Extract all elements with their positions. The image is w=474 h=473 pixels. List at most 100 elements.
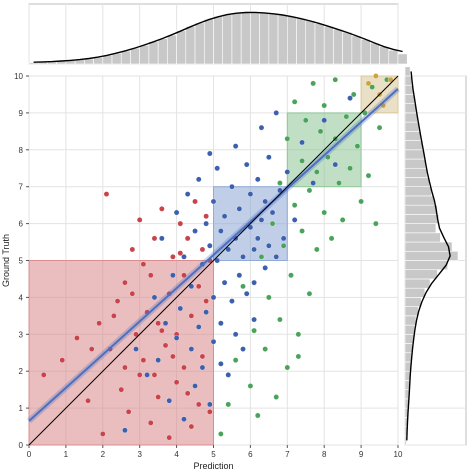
data-point-blue — [280, 235, 287, 242]
data-point-red — [85, 397, 91, 404]
right-histogram-bar — [404, 297, 422, 307]
data-point-red — [203, 298, 209, 304]
y-tick-label: 1 — [19, 404, 24, 413]
data-point-red — [199, 246, 206, 253]
data-point-blue — [258, 124, 265, 131]
data-point-red — [177, 250, 184, 256]
right-histogram-bar — [404, 195, 435, 206]
data-point-green — [373, 220, 379, 227]
data-point-blue — [199, 364, 206, 371]
data-point-red — [195, 401, 202, 408]
top-histogram-bar — [379, 46, 390, 65]
data-point-gold — [387, 76, 394, 83]
top-histogram-bar — [397, 53, 408, 65]
y-tick-label: 8 — [19, 146, 24, 155]
right-histogram-bar — [404, 380, 410, 390]
data-point-green — [343, 113, 350, 120]
y-tick-label: 3 — [19, 330, 24, 339]
data-point-green — [314, 169, 320, 175]
data-point-blue — [214, 165, 220, 171]
data-point-blue — [310, 180, 316, 186]
data-point-blue — [225, 372, 232, 378]
data-point-blue — [255, 176, 261, 183]
data-point-green — [262, 346, 268, 352]
data-point-red — [199, 353, 206, 360]
top-histogram-bar — [240, 11, 251, 65]
right-histogram-bar — [404, 287, 426, 298]
data-point-blue — [266, 242, 272, 249]
data-point-blue — [155, 357, 161, 363]
data-point-blue — [133, 346, 139, 352]
data-point-blue — [162, 320, 169, 326]
x-axis-label: Prediction — [193, 461, 233, 471]
data-point-blue — [247, 224, 254, 231]
data-point-green — [358, 198, 364, 205]
data-point-red — [207, 409, 213, 415]
data-point-green — [280, 242, 287, 249]
top-histogram-bar — [194, 22, 205, 65]
data-point-red — [125, 409, 132, 415]
data-point-blue — [192, 228, 198, 234]
data-point-blue — [269, 209, 276, 216]
top-histogram-bar — [139, 44, 150, 65]
data-point-green — [354, 143, 361, 149]
data-point-red — [151, 235, 158, 242]
data-point-red — [136, 217, 143, 223]
right-histogram-bar — [404, 223, 437, 234]
right-histogram-bar — [404, 315, 417, 326]
data-point-red — [159, 327, 165, 334]
top-histogram-bar — [277, 14, 288, 65]
right-histogram-bar — [404, 84, 414, 95]
top-histogram-bar — [231, 12, 242, 65]
data-point-green — [362, 110, 368, 116]
data-point-green — [218, 431, 224, 437]
x-tick-label: 1 — [64, 450, 69, 459]
y-axis-ticks: 0 1 2 3 4 5 6 7 8 9 10 — [14, 72, 29, 450]
data-point-red — [140, 261, 147, 267]
right-kde-curve — [406, 71, 451, 441]
data-point-red — [88, 346, 95, 352]
data-point-blue — [251, 316, 257, 323]
right-histogram-bar — [404, 214, 440, 224]
data-point-red — [184, 390, 191, 397]
data-point-blue — [347, 95, 353, 101]
data-point-blue — [273, 110, 279, 116]
data-point-blue — [221, 213, 228, 219]
data-point-red — [129, 246, 136, 253]
data-point-green — [314, 246, 320, 253]
right-histogram-bar — [404, 352, 412, 363]
data-point-red — [122, 364, 128, 371]
top-histogram-bar — [305, 20, 316, 65]
data-point-green — [365, 172, 372, 179]
data-point-red — [170, 254, 176, 260]
top-histogram-bar — [296, 18, 307, 65]
data-point-blue — [277, 187, 283, 194]
data-point-blue — [255, 235, 261, 242]
top-histogram-bar — [286, 16, 297, 65]
data-point-red — [133, 331, 139, 338]
data-point-green — [295, 331, 302, 338]
data-point-green — [376, 124, 383, 131]
data-point-blue — [266, 154, 272, 160]
data-point-blue — [218, 320, 224, 326]
y-tick-label: 0 — [19, 441, 24, 450]
top-histogram-bar — [333, 29, 343, 65]
data-point-red — [103, 191, 110, 197]
right-histogram-bar — [404, 103, 417, 114]
data-point-red — [129, 290, 136, 297]
data-point-green — [321, 102, 327, 109]
identity-line — [28, 75, 399, 446]
data-point-green — [284, 135, 291, 142]
data-point-blue — [236, 272, 243, 279]
data-point-blue — [214, 257, 220, 264]
top-histogram-bar — [213, 16, 224, 65]
data-point-red — [118, 386, 125, 393]
data-point-red — [41, 372, 47, 378]
data-point-blue — [181, 254, 187, 260]
data-point-blue — [188, 283, 195, 290]
data-point-blue — [321, 117, 327, 124]
y-tick-label: 2 — [19, 367, 24, 376]
top-histogram-bar — [176, 30, 187, 65]
x-tick-label: 7 — [285, 450, 290, 459]
y-tick-label: 6 — [19, 220, 24, 229]
